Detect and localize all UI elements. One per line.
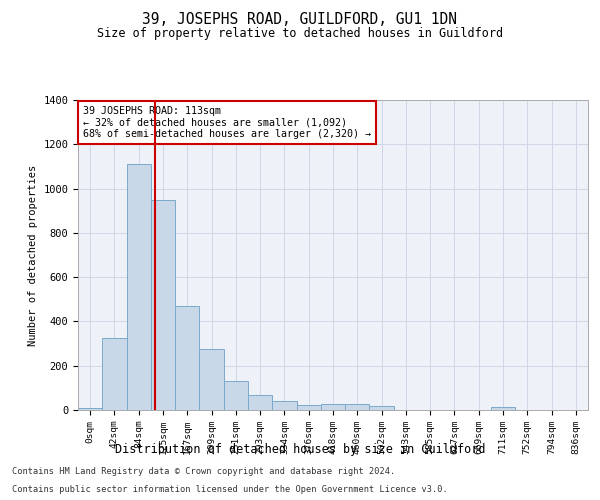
- Bar: [224, 381, 248, 410]
- Bar: [151, 200, 175, 410]
- Bar: [175, 306, 199, 410]
- Text: 39 JOSEPHS ROAD: 113sqm
← 32% of detached houses are smaller (1,092)
68% of semi: 39 JOSEPHS ROAD: 113sqm ← 32% of detache…: [83, 106, 371, 140]
- Text: Distribution of detached houses by size in Guildford: Distribution of detached houses by size …: [115, 442, 485, 456]
- Text: Contains HM Land Registry data © Crown copyright and database right 2024.: Contains HM Land Registry data © Crown c…: [12, 467, 395, 476]
- Bar: [102, 338, 127, 410]
- Text: Size of property relative to detached houses in Guildford: Size of property relative to detached ho…: [97, 28, 503, 40]
- Bar: [78, 408, 102, 410]
- Bar: [127, 164, 151, 410]
- Bar: [491, 408, 515, 410]
- Y-axis label: Number of detached properties: Number of detached properties: [28, 164, 38, 346]
- Bar: [370, 406, 394, 410]
- Bar: [272, 401, 296, 410]
- Bar: [296, 405, 321, 410]
- Bar: [248, 394, 272, 410]
- Text: Contains public sector information licensed under the Open Government Licence v3: Contains public sector information licen…: [12, 485, 448, 494]
- Bar: [199, 349, 224, 410]
- Bar: [345, 404, 370, 410]
- Bar: [321, 404, 345, 410]
- Text: 39, JOSEPHS ROAD, GUILDFORD, GU1 1DN: 39, JOSEPHS ROAD, GUILDFORD, GU1 1DN: [143, 12, 458, 28]
